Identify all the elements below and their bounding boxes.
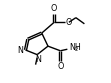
Text: N: N: [17, 46, 23, 55]
Text: O: O: [66, 18, 72, 27]
Text: N: N: [35, 55, 41, 64]
Text: O: O: [51, 4, 57, 13]
Text: O: O: [57, 62, 64, 71]
Text: NH: NH: [69, 43, 81, 52]
Text: 2: 2: [75, 47, 78, 52]
